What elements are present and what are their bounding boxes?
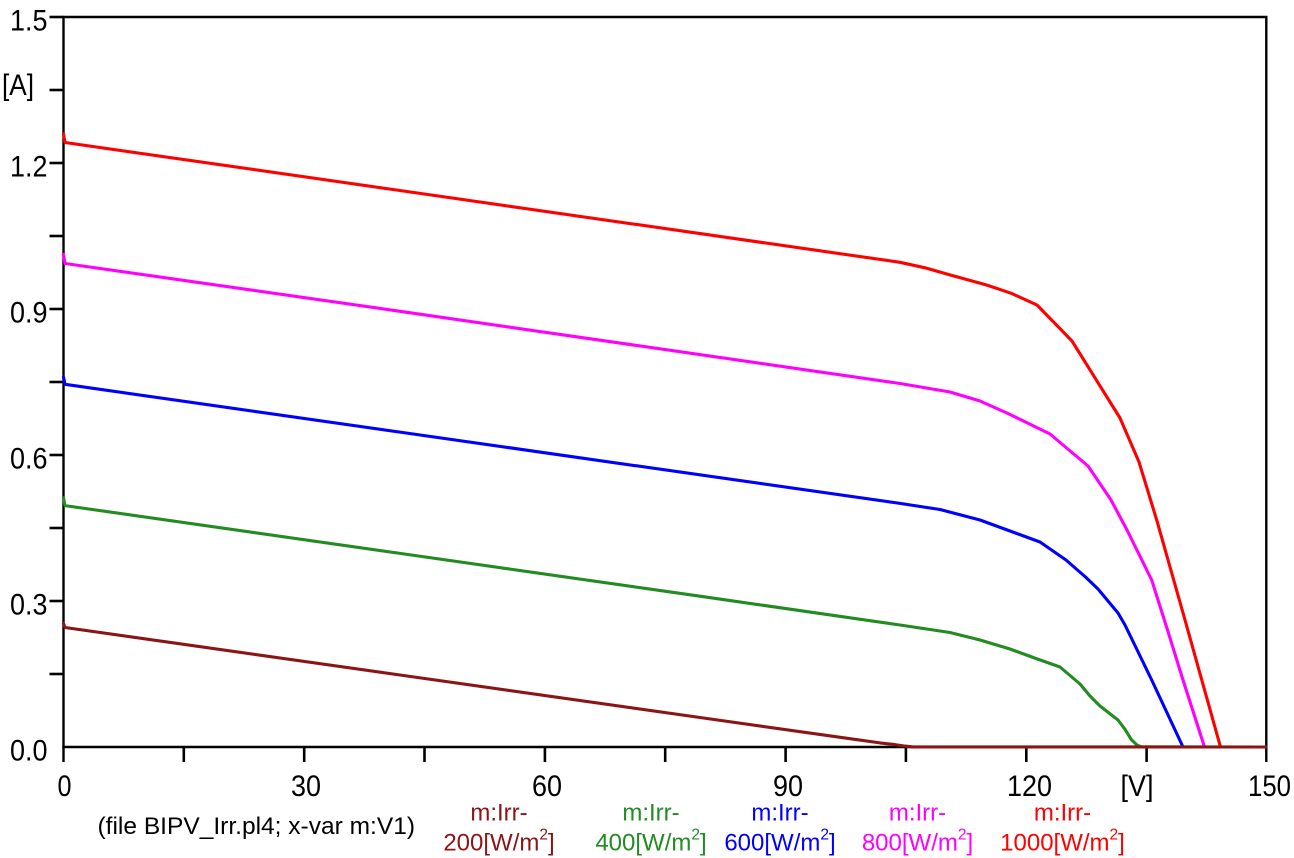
svg-text:120: 120 (1007, 770, 1052, 803)
svg-text:m:Irr-: m:Irr- (751, 800, 808, 827)
svg-text:400[W/m2]: 400[W/m2] (595, 827, 706, 857)
svg-text:m:Irr-: m:Irr- (622, 800, 679, 827)
svg-text:[V]: [V] (1121, 770, 1154, 803)
svg-text:200[W/m2]: 200[W/m2] (443, 827, 554, 857)
svg-text:[A]: [A] (2, 69, 34, 102)
svg-text:0.6: 0.6 (10, 442, 48, 475)
svg-text:0.0: 0.0 (10, 734, 48, 767)
svg-text:90: 90 (773, 770, 803, 803)
svg-text:150: 150 (1248, 770, 1291, 803)
svg-text:(file BIPV_Irr.pl4; x-var m:V1: (file BIPV_Irr.pl4; x-var m:V1) (98, 813, 416, 840)
svg-text:1000[W/m2]: 1000[W/m2] (1000, 827, 1125, 857)
svg-text:1.5: 1.5 (10, 4, 48, 37)
svg-text:0.9: 0.9 (10, 296, 48, 329)
svg-text:1.2: 1.2 (10, 150, 48, 183)
svg-text:0: 0 (58, 770, 72, 803)
svg-text:30: 30 (291, 770, 321, 803)
svg-text:m:Irr-: m:Irr- (889, 800, 946, 827)
svg-text:m:Irr-: m:Irr- (1034, 800, 1091, 827)
svg-text:0.3: 0.3 (10, 588, 48, 621)
svg-text:m:Irr-: m:Irr- (470, 800, 527, 827)
svg-text:60: 60 (532, 770, 562, 803)
svg-text:600[W/m2]: 600[W/m2] (724, 827, 835, 857)
svg-text:800[W/m2]: 800[W/m2] (862, 827, 973, 857)
